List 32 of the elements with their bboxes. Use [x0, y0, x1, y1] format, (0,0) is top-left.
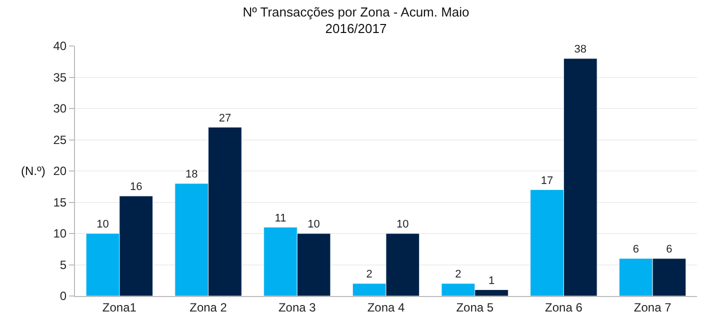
y-tick-label: 35: [53, 70, 67, 84]
x-tick-label: Zona 3: [278, 300, 316, 314]
data-label: 6: [666, 244, 672, 256]
y-tick-label: 30: [53, 102, 67, 116]
chart-title: Nº Transacções por Zona - Acum. Maio 2016/2017: [242, 4, 470, 36]
data-label: 2: [455, 268, 462, 280]
data-label: 6: [632, 244, 639, 256]
x-tick-label: Zona1: [102, 300, 137, 314]
y-tick-label: 10: [53, 226, 67, 241]
x-tick-label: Zona 5: [456, 300, 494, 314]
data-label: 38: [574, 44, 586, 56]
y-tick-label: 25: [53, 132, 67, 147]
data-label: 11: [274, 212, 286, 224]
x-tick-label: Zona 7: [634, 300, 672, 314]
x-tick-label: Zona 4: [367, 300, 406, 314]
data-label: 27: [218, 112, 232, 124]
x-tick-label: Zona 2: [190, 300, 228, 314]
y-tick-label: 15: [53, 195, 67, 210]
data-label: 10: [308, 218, 320, 230]
y-tick-label: 40: [53, 39, 67, 54]
data-label: 18: [186, 168, 198, 180]
y-tick-label: 5: [60, 258, 67, 272]
y-axis-title: (N.º): [21, 164, 46, 178]
data-label: 16: [130, 181, 142, 193]
x-tick-label: Zona 6: [545, 300, 583, 314]
data-label: 10: [96, 218, 109, 230]
data-label: 1: [488, 274, 495, 287]
data-label: 2: [366, 268, 372, 280]
y-tick-label: 0: [60, 289, 67, 304]
data-label: 17: [540, 174, 554, 187]
data-label: 10: [396, 218, 409, 230]
y-tick-label: 20: [53, 164, 67, 178]
